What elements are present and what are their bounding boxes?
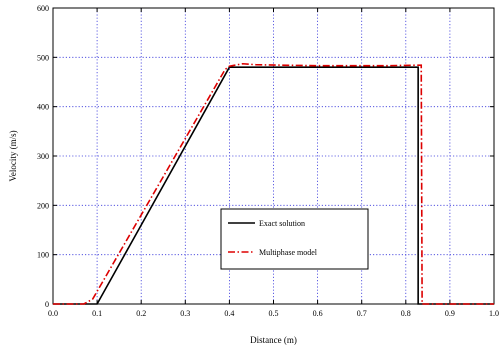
y-tick-label: 600	[37, 4, 49, 13]
series	[53, 62, 494, 305]
x-tick-label: 0.0	[48, 309, 58, 318]
x-axis-label: Distance (m)	[250, 335, 297, 345]
x-tick-label: 0.8	[401, 309, 411, 318]
x-tick-label: 0.2	[136, 309, 146, 318]
x-tick-label: 0.4	[224, 309, 234, 318]
x-tick-label: 0.5	[269, 309, 279, 318]
x-tick-label: 0.1	[92, 309, 102, 318]
y-axis-label: Velocity (m/s)	[8, 130, 18, 181]
y-tick-label: 500	[37, 53, 49, 62]
x-tick-label: 0.6	[313, 309, 323, 318]
y-tick-label: 100	[37, 251, 49, 260]
legend-box	[220, 208, 369, 270]
legend-label-exact-solution: Exact solution	[259, 219, 305, 228]
legend: Exact solution Multiphase model	[220, 208, 369, 270]
x-tick-label: 1.0	[489, 309, 499, 318]
y-tick-label: 400	[37, 103, 49, 112]
x-tick-label: 0.9	[445, 309, 455, 318]
series-line-multiphase-model	[53, 62, 494, 305]
y-tick-label: 300	[37, 152, 49, 161]
x-tick-label: 0.3	[180, 309, 190, 318]
series-line-exact-solution	[53, 66, 494, 305]
y-tick-label: 200	[37, 201, 49, 210]
y-tick-label: 0	[45, 300, 49, 309]
x-tick-label: 0.7	[357, 309, 367, 318]
axis-ticks: 0.0 0.1 0.2 0.3 0.4 0.5 0.6 0.7 0.8 0.9 1.0 0 100 200…	[37, 4, 499, 318]
legend-label-multiphase-model: Multiphase model	[259, 248, 318, 257]
